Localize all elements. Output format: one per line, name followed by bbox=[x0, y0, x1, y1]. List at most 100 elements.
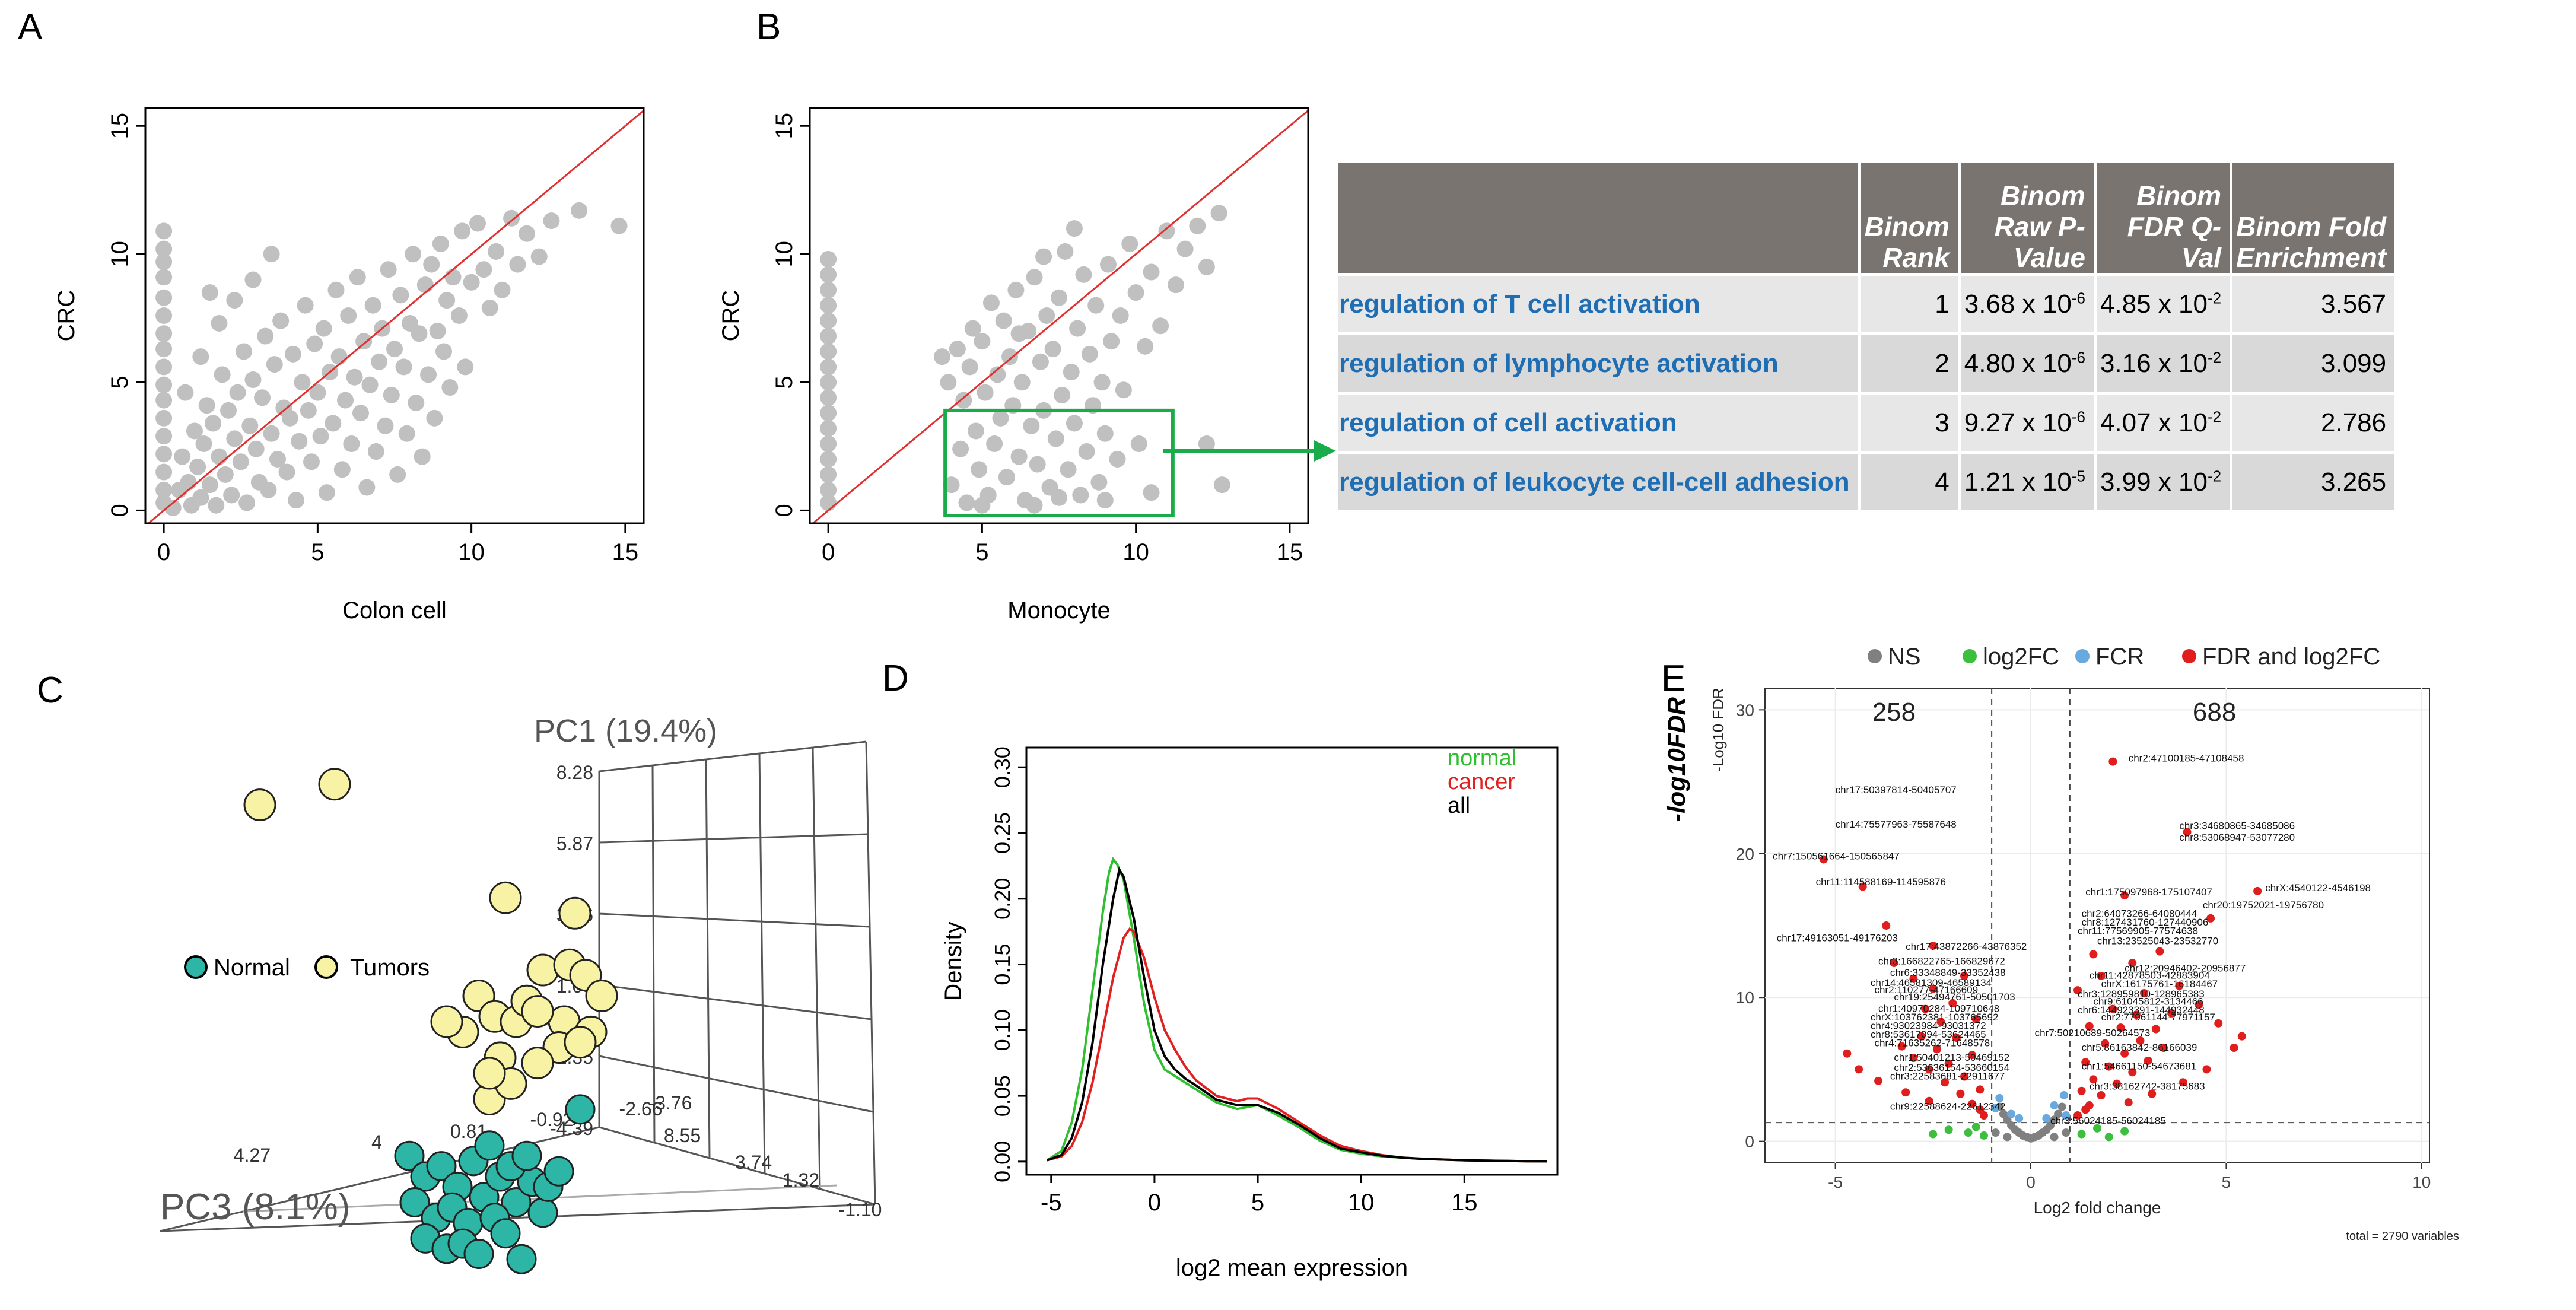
region-label: chr3:38162742-38175683 bbox=[2090, 1080, 2205, 1092]
data-point bbox=[325, 415, 342, 432]
data-point bbox=[291, 433, 308, 450]
data-point bbox=[1198, 258, 1215, 275]
y-tick-label: 0.20 bbox=[990, 878, 1015, 920]
volcano-point bbox=[2015, 1128, 2024, 1137]
volcano-point bbox=[2120, 1127, 2129, 1136]
region-label: chr20:19752021-19756780 bbox=[2203, 899, 2324, 911]
density-line-all bbox=[1047, 866, 1547, 1163]
y-tick-label: 0.30 bbox=[990, 746, 1015, 788]
data-point bbox=[977, 384, 994, 401]
volcano-point bbox=[1909, 1054, 1918, 1063]
plot-frame bbox=[809, 107, 1309, 524]
pc2-tick-label: 3.74 bbox=[735, 1152, 772, 1173]
x-tick-label: 10 bbox=[2412, 1173, 2431, 1191]
data-point bbox=[1051, 289, 1067, 306]
volcano-point bbox=[1819, 855, 1828, 864]
data-point bbox=[220, 402, 237, 419]
region-label: chr7:50210689-50264573 bbox=[2035, 1028, 2151, 1039]
volcano-point bbox=[1936, 1018, 1945, 1026]
region-label: chr2:64073266-64080444 bbox=[2082, 908, 2197, 919]
legend-normal-label: Normal bbox=[214, 955, 290, 981]
data-point bbox=[1096, 492, 1114, 509]
data-point bbox=[155, 289, 173, 306]
region-label: chr3:22583681-22911677 bbox=[1890, 1070, 2005, 1082]
data-point bbox=[820, 450, 837, 468]
data-point bbox=[949, 341, 966, 358]
volcano-point bbox=[2104, 1133, 2113, 1142]
normal-sample-point bbox=[426, 1151, 457, 1182]
region-label: chr2:77961144-77971157 bbox=[2101, 1012, 2215, 1023]
data-point bbox=[205, 415, 222, 432]
term-cell[interactable]: regulation of leukocyte cell-cell adhesi… bbox=[1338, 451, 1861, 510]
data-point bbox=[155, 481, 173, 498]
data-point bbox=[1081, 345, 1098, 363]
volcano-point bbox=[1948, 999, 1957, 1007]
normal-sample-point bbox=[463, 1239, 494, 1269]
density-line-normal bbox=[1046, 857, 1547, 1163]
data-point bbox=[998, 469, 1015, 486]
tumor-sample-point bbox=[318, 768, 351, 801]
term-cell[interactable]: regulation of lymphocyte activation bbox=[1338, 332, 1861, 392]
volcano-point bbox=[1941, 1078, 1950, 1087]
legend-all: all bbox=[1448, 793, 1470, 818]
pc1-tick-label: 5.87 bbox=[556, 833, 593, 854]
tumor-sample-point bbox=[489, 881, 522, 914]
data-point bbox=[995, 312, 1012, 329]
x-tick-label: 0 bbox=[157, 539, 170, 565]
data-point bbox=[164, 500, 182, 517]
chart-b: 0 5 10 15 0 5 10 15 Monocyte CRC bbox=[718, 107, 1309, 624]
volcano-point bbox=[2003, 1133, 2012, 1142]
data-point bbox=[469, 215, 486, 232]
table-header-row: Binom Rank Binom Raw P-Value Binom FDR Q… bbox=[1338, 163, 2395, 273]
term-cell[interactable]: regulation of cell activation bbox=[1338, 392, 1861, 451]
data-point bbox=[964, 320, 981, 337]
data-point bbox=[1010, 325, 1028, 342]
data-point bbox=[355, 333, 373, 350]
data-point bbox=[1051, 489, 1067, 506]
data-point bbox=[974, 497, 991, 514]
data-point bbox=[343, 435, 360, 453]
data-point bbox=[201, 476, 218, 494]
x-tick-label: 5 bbox=[975, 539, 988, 565]
data-point bbox=[940, 374, 957, 391]
header-term bbox=[1338, 163, 1861, 273]
volcano-point bbox=[2097, 1091, 2106, 1100]
region-label: chr3:56024185-56024185 bbox=[2050, 1115, 2166, 1127]
data-point bbox=[229, 384, 246, 401]
volcano-point bbox=[1890, 959, 1898, 968]
rank-cell: 4 bbox=[1861, 451, 1961, 510]
grid-line bbox=[599, 1126, 876, 1206]
data-point bbox=[1029, 456, 1046, 473]
data-point bbox=[820, 266, 837, 283]
data-point bbox=[1176, 240, 1194, 257]
data-point bbox=[494, 281, 511, 298]
grid-line bbox=[705, 759, 711, 1159]
data-point bbox=[306, 335, 323, 352]
data-point bbox=[1210, 205, 1227, 222]
volcano-point bbox=[1944, 1059, 1953, 1068]
pc2-tick-label: 1.32 bbox=[783, 1169, 819, 1191]
volcano-point bbox=[1897, 1042, 1906, 1051]
data-point bbox=[352, 405, 369, 422]
data-point bbox=[509, 256, 526, 273]
normal-sample-point bbox=[511, 1140, 542, 1171]
data-point bbox=[244, 371, 262, 389]
volcano-point bbox=[1956, 1089, 1965, 1098]
data-point bbox=[1013, 374, 1031, 391]
volcano-point bbox=[2151, 1025, 2160, 1034]
data-point bbox=[820, 374, 837, 391]
data-point bbox=[1121, 236, 1138, 253]
legend-label: log2FC bbox=[1983, 644, 2059, 670]
volcano-point bbox=[1882, 921, 1891, 930]
volcano-point bbox=[1921, 1004, 1930, 1013]
data-point bbox=[155, 253, 173, 271]
grid-line bbox=[599, 833, 869, 844]
term-cell[interactable]: regulation of T cell activation bbox=[1338, 273, 1861, 332]
data-point bbox=[1112, 307, 1129, 324]
volcano-point bbox=[2062, 1128, 2071, 1137]
data-point bbox=[1127, 284, 1144, 301]
data-point bbox=[155, 269, 173, 286]
data-point bbox=[429, 322, 446, 339]
volcano-point bbox=[2144, 1056, 2152, 1065]
volcano-point bbox=[2195, 1000, 2203, 1009]
